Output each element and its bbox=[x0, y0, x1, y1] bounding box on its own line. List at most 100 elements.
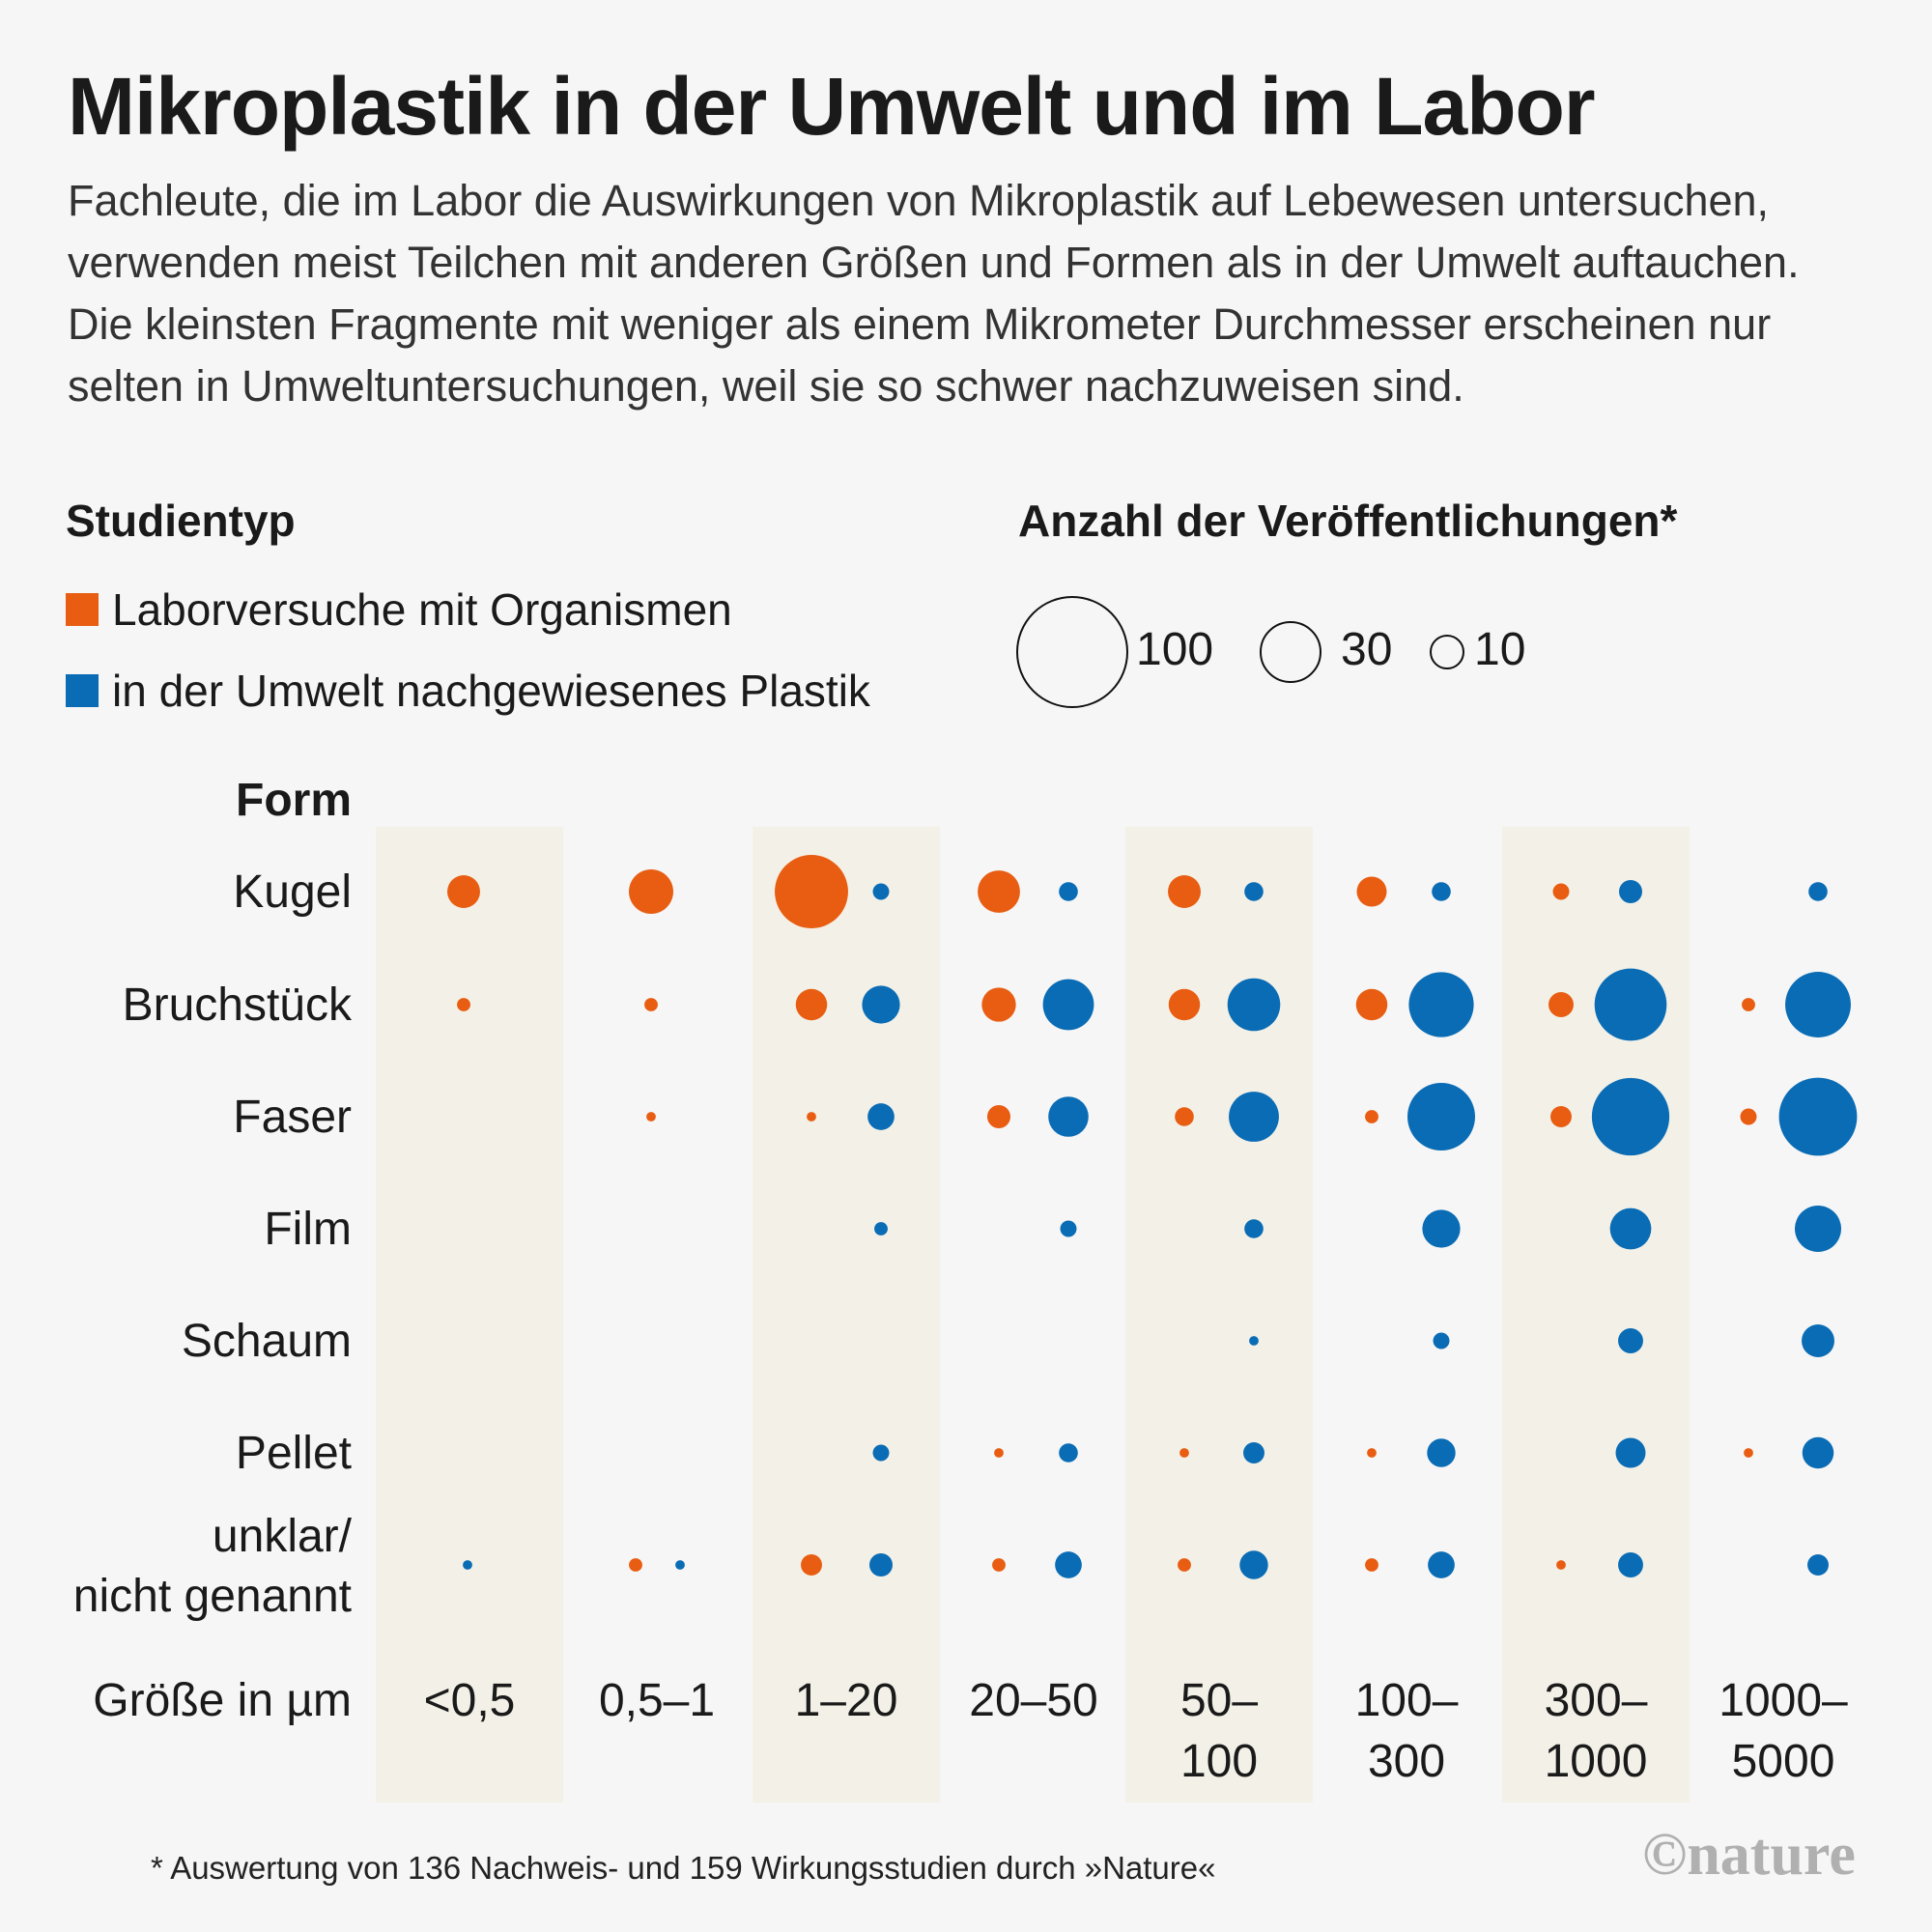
column-band bbox=[376, 827, 563, 1803]
bubble-lab bbox=[1179, 1448, 1189, 1458]
bubble-lab bbox=[1367, 1448, 1377, 1458]
size-label-100: 100 bbox=[1136, 624, 1214, 675]
env-swatch bbox=[66, 674, 99, 707]
bubble-env bbox=[1243, 1442, 1264, 1463]
row-label: Bruchstück bbox=[123, 980, 353, 1031]
bubble-lab bbox=[1178, 1558, 1191, 1572]
column-band bbox=[1502, 827, 1690, 1803]
intro-line: Die kleinsten Fragmente mit weniger als … bbox=[68, 299, 1772, 349]
bubble-env bbox=[1615, 1437, 1646, 1468]
x-tick-label: 0,5–1 bbox=[599, 1675, 715, 1726]
intro-line: selten in Umweltuntersuchungen, weil sie… bbox=[68, 361, 1464, 411]
intro-line: verwenden meist Teilchen mit anderen Grö… bbox=[68, 238, 1800, 287]
bubble-env bbox=[1428, 1551, 1455, 1578]
bubble-env bbox=[1249, 1336, 1259, 1346]
bubble-lab bbox=[1356, 876, 1387, 907]
bubble-lab bbox=[1740, 1108, 1757, 1125]
legend-type-heading: Studientyp bbox=[66, 496, 296, 546]
column-band bbox=[753, 827, 940, 1803]
x-tick-label: 50– bbox=[1180, 1675, 1258, 1726]
legend-env-label: in der Umwelt nachgewiesenes Plastik bbox=[112, 666, 870, 716]
bubble-env bbox=[675, 1560, 685, 1570]
bubble-lab bbox=[644, 998, 658, 1011]
row-label: Film bbox=[264, 1204, 352, 1255]
bubble-env bbox=[463, 1560, 472, 1570]
bubble-env bbox=[1060, 1220, 1077, 1237]
row-label: unklar/ bbox=[213, 1511, 353, 1562]
bubble-lab bbox=[1365, 1558, 1378, 1572]
legend-lab-label: Laborversuche mit Organismen bbox=[112, 584, 732, 635]
x-tick-label: 1–20 bbox=[795, 1675, 898, 1726]
bubble-env bbox=[1618, 1328, 1643, 1353]
x-axis-title: Größe in µm bbox=[93, 1675, 352, 1726]
intro-text: Fachleute, die im Labor die Auswirkungen… bbox=[68, 170, 1884, 417]
size-label-10: 10 bbox=[1474, 624, 1526, 675]
bubble-env bbox=[1794, 1205, 1842, 1253]
bubble-lab bbox=[629, 1558, 642, 1572]
bubble-env bbox=[868, 1552, 894, 1577]
bubble-lab bbox=[1744, 1448, 1753, 1458]
bubble-env bbox=[1239, 1550, 1268, 1579]
bubble-lab bbox=[775, 855, 848, 928]
bubble-lab bbox=[994, 1448, 1004, 1458]
footnote: * Auswertung von 136 Nachweis- und 159 W… bbox=[151, 1850, 1216, 1886]
bubble-env bbox=[1808, 882, 1828, 901]
row-label: nicht genannt bbox=[73, 1571, 352, 1622]
bubble-env bbox=[1244, 1219, 1264, 1238]
bubble-env bbox=[1422, 1209, 1461, 1248]
bubble-env bbox=[1227, 978, 1281, 1032]
row-label: Kugel bbox=[233, 867, 352, 918]
nature-logo: ©nature bbox=[1642, 1822, 1856, 1888]
row-label: Faser bbox=[233, 1092, 352, 1143]
x-tick-label: 5000 bbox=[1732, 1736, 1835, 1787]
bubble-lab bbox=[1552, 883, 1570, 900]
x-tick-label: 300– bbox=[1545, 1675, 1648, 1726]
bubble-env bbox=[1229, 1092, 1279, 1142]
intro-line: Fachleute, die im Labor die Auswirkungen… bbox=[68, 176, 1770, 225]
x-tick-label: 300 bbox=[1368, 1736, 1445, 1787]
column-band bbox=[1125, 827, 1313, 1803]
bubble-lab bbox=[646, 1112, 656, 1122]
bubble-env bbox=[1618, 1552, 1643, 1577]
bubble-env bbox=[1807, 1554, 1829, 1576]
legend-env: in der Umwelt nachgewiesenes Plastik bbox=[66, 665, 870, 717]
bubble-lab bbox=[1168, 988, 1201, 1021]
bubble-lab bbox=[457, 998, 470, 1011]
row-label: Schaum bbox=[182, 1316, 352, 1367]
x-tick-label: 20–50 bbox=[969, 1675, 1097, 1726]
bubble-lab bbox=[1365, 1110, 1378, 1123]
bubble-lab bbox=[807, 1112, 816, 1122]
x-tick-label: <0,5 bbox=[424, 1675, 516, 1726]
bubble-env bbox=[1059, 1443, 1078, 1463]
bubble-env bbox=[1048, 1096, 1089, 1137]
bubble-env bbox=[1059, 882, 1078, 901]
bubble-env bbox=[1408, 972, 1474, 1037]
bubble-lab bbox=[978, 870, 1020, 913]
bubble-lab bbox=[1548, 992, 1574, 1017]
bubble-lab bbox=[1355, 988, 1388, 1021]
bubble-env bbox=[1618, 879, 1643, 904]
bubble-lab bbox=[801, 1554, 822, 1576]
bubble-env bbox=[1802, 1324, 1834, 1357]
bubble-env bbox=[862, 985, 900, 1024]
size-ring-10 bbox=[1430, 635, 1464, 669]
size-ring-100 bbox=[1016, 596, 1128, 708]
legend-lab: Laborversuche mit Organismen bbox=[66, 583, 732, 636]
bubble-lab bbox=[1742, 998, 1755, 1011]
bubble-env bbox=[1407, 1083, 1475, 1151]
bubble-lab bbox=[1168, 875, 1201, 908]
bubble-env bbox=[1244, 882, 1264, 901]
bubble-env bbox=[867, 1103, 895, 1130]
x-tick-label: 1000– bbox=[1719, 1675, 1848, 1726]
x-tick-label: 100 bbox=[1180, 1736, 1258, 1787]
bubble-env bbox=[1594, 968, 1667, 1041]
bubble-env bbox=[1042, 979, 1094, 1031]
size-ring-30 bbox=[1260, 621, 1321, 683]
bubble-env bbox=[1591, 1077, 1670, 1156]
bubble-env bbox=[1427, 1438, 1456, 1467]
bubble-env bbox=[874, 1222, 888, 1236]
bubble-env bbox=[1802, 1436, 1834, 1469]
bubble-env bbox=[1432, 882, 1451, 901]
x-tick-label: 100– bbox=[1355, 1675, 1459, 1726]
